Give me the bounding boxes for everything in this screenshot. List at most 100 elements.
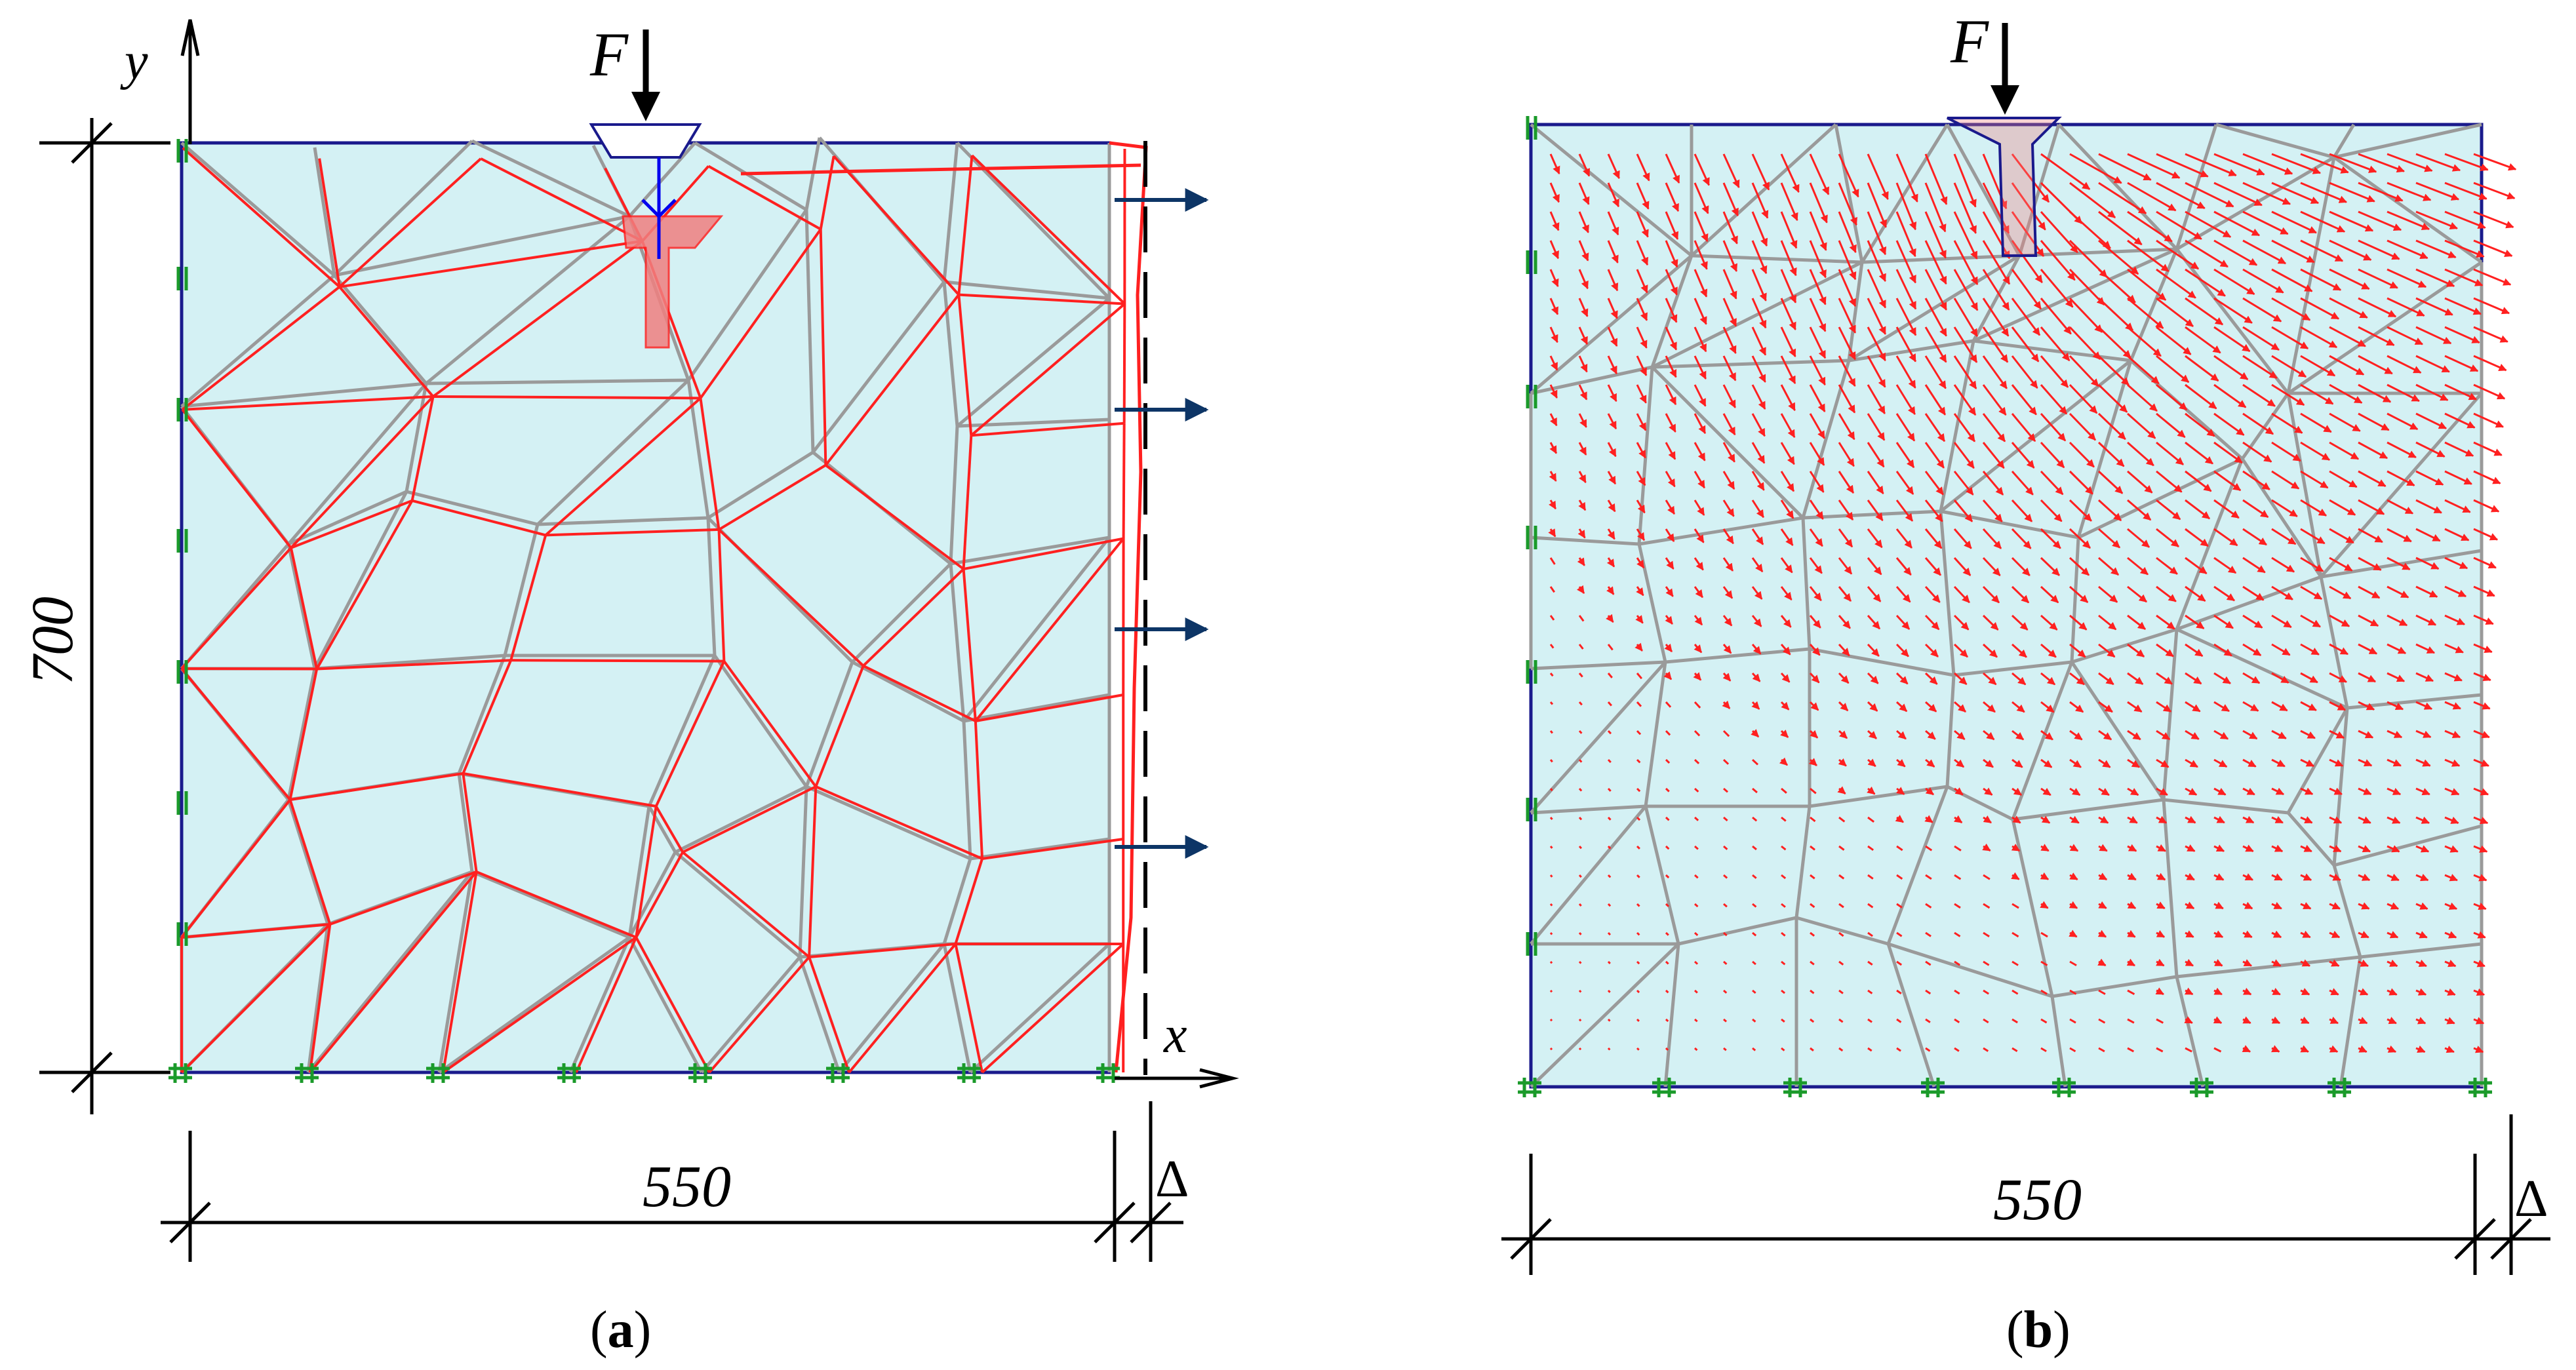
displacement-vector [2185, 787, 2198, 796]
displacement-vector [2473, 902, 2487, 910]
displacement-vector [1895, 557, 1912, 576]
displacement-vector [2185, 383, 2217, 410]
displacement-vector [2011, 730, 2025, 741]
displacement-vectors-b [1548, 153, 2517, 1053]
displacement-vector [1983, 931, 1990, 937]
supports-left-b [1526, 116, 1537, 956]
displacement-vector [1838, 499, 1854, 521]
displacement-vector [2242, 268, 2284, 294]
displacement-vector [2473, 153, 2517, 171]
displacement-vector [2156, 844, 2166, 852]
displacement-vector [2473, 326, 2508, 343]
displacement-vector [2213, 557, 2237, 574]
displacement-vector [1751, 471, 1765, 491]
deformed-edge [339, 239, 643, 288]
displacement-vector [1982, 843, 1991, 851]
displacement-vector [1722, 413, 1736, 436]
displacement-vector [1982, 211, 2011, 260]
displacement-vector [2387, 383, 2420, 402]
mesh-edge [1886, 943, 1936, 1087]
displacement-vector [1722, 442, 1735, 463]
displacement-vector [2415, 441, 2446, 458]
mesh-edge [805, 785, 972, 861]
displacement-vector [1636, 673, 1643, 680]
displacement-vector [1838, 701, 1849, 712]
deformed-edge [819, 229, 827, 465]
displacement-vector [2011, 413, 2036, 442]
displacement-vector [1751, 355, 1766, 383]
displacement-vector [2415, 585, 2438, 598]
displacement-vector [1722, 182, 1739, 217]
displacement-vector [1895, 442, 1915, 469]
displacement-vector [2358, 931, 2369, 939]
displacement-vector [1896, 1047, 1901, 1052]
mesh-edge [426, 378, 689, 385]
displacement-vector [1925, 787, 1934, 796]
displacement-vector [1607, 499, 1616, 513]
deformed-edge [654, 805, 684, 853]
displacement-vector [1780, 471, 1795, 492]
displacement-vector [1809, 355, 1826, 386]
displacement-vector [2415, 988, 2427, 996]
displacement-vector [2213, 672, 2231, 684]
displacement-vector [2040, 758, 2053, 768]
deformed-edge [441, 871, 478, 1073]
displacement-vector [1896, 1018, 1902, 1023]
displacement-vector [2358, 614, 2379, 627]
displacement-vector [1694, 269, 1708, 298]
displacement-vector [1867, 586, 1882, 602]
mesh-edge [2319, 576, 2349, 709]
displacement-vector [1665, 298, 1678, 323]
displacement-vector [2011, 211, 2045, 257]
displacement-vector [2185, 672, 2202, 685]
displacement-vector [1549, 817, 1553, 820]
displacement-vector [2329, 268, 2370, 290]
displacement-vector [2415, 268, 2455, 287]
displacement-vector [1780, 615, 1792, 628]
displacement-vector [1578, 960, 1582, 964]
displacement-vector [1954, 787, 1964, 796]
displacement-vector [1694, 730, 1701, 737]
displacement-vector [1809, 269, 1827, 305]
displacement-vector [2213, 383, 2247, 408]
displacement-vector [1751, 729, 1760, 738]
displacement-vector [2271, 701, 2288, 712]
displacement-vector [2415, 931, 2428, 939]
displacement-vector [2387, 672, 2406, 682]
mesh-edge [2070, 661, 2166, 801]
displacement-vector [2069, 930, 2078, 938]
deformed-edge [288, 669, 319, 800]
displacement-vector [2271, 412, 2303, 434]
displacement-vector [1694, 931, 1699, 936]
displacement-vector [1694, 384, 1707, 407]
mesh-edge [536, 379, 690, 526]
displacement-vector [1636, 1018, 1640, 1022]
displacement-vector [2213, 528, 2238, 547]
displacement-vector [2444, 730, 2461, 739]
displacement-vector [2415, 816, 2430, 824]
displacement-vector [2444, 210, 2486, 229]
displacement-vector [1924, 614, 1940, 631]
displacement-vector [2358, 441, 2388, 460]
displacement-vector [1751, 269, 1767, 302]
displacement-vector [2127, 528, 2150, 548]
displacement-vector [2040, 298, 2072, 335]
mesh-edge [1651, 260, 1863, 369]
displacement-vector [2242, 383, 2276, 407]
displacement-vector [1549, 384, 1558, 399]
displacement-vector [1953, 326, 1978, 363]
displacement-vector [2185, 844, 2196, 852]
deformed-edge [182, 395, 433, 411]
displacement-vector [2271, 297, 2311, 321]
displacement-vector [2156, 528, 2179, 548]
displacement-vector [2011, 844, 2021, 852]
displacement-vector [1665, 960, 1669, 965]
displacement-vector [2155, 987, 2164, 996]
displacement-vector [2271, 901, 2282, 910]
displacement-vector [2185, 901, 2195, 910]
displacement-vector [1578, 384, 1588, 401]
displacement-vector [1577, 557, 1585, 566]
displacement-vector [1549, 269, 1559, 288]
displacement-vector [2473, 268, 2512, 286]
displacement-vector [2185, 297, 2224, 326]
